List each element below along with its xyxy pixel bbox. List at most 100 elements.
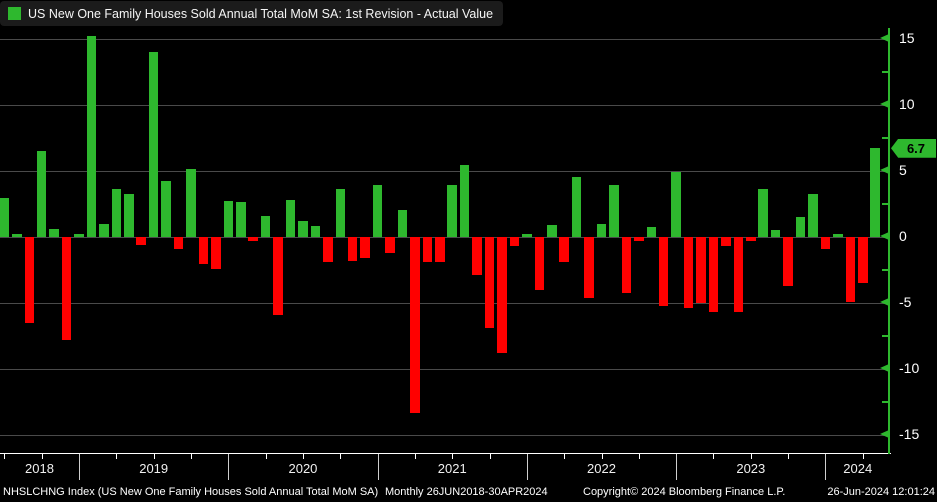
- bar-2023-07[interactable]: [758, 189, 768, 237]
- bar-2021-05[interactable]: [435, 237, 445, 263]
- bar-2024-04[interactable]: [870, 148, 880, 237]
- bar-2020-04[interactable]: [273, 237, 283, 316]
- bar-2021-12[interactable]: [522, 234, 532, 237]
- bar-2021-09[interactable]: [484, 237, 495, 329]
- x-quarter-tick: [788, 454, 790, 459]
- bar-2020-05[interactable]: [285, 199, 296, 237]
- y-tick-arrow-icon-15: [880, 34, 889, 43]
- bar-2024-03[interactable]: [858, 237, 868, 284]
- bar-2021-08[interactable]: [472, 237, 482, 276]
- bar-2021-07[interactable]: [459, 165, 470, 237]
- bar-2020-07[interactable]: [310, 226, 321, 237]
- bar-2019-02[interactable]: [99, 223, 109, 237]
- bar-2018-09[interactable]: [36, 150, 47, 237]
- bar-2023-01[interactable]: [683, 237, 694, 309]
- bar-2018-12[interactable]: [74, 234, 84, 237]
- bar-2020-01[interactable]: [236, 202, 246, 237]
- y-tick-label-5: 5: [899, 161, 907, 178]
- y-tick-arrow-icon--15: [880, 430, 889, 439]
- bar-2022-06[interactable]: [596, 223, 607, 237]
- bar-2019-04[interactable]: [124, 194, 134, 237]
- bar-2023-05[interactable]: [733, 237, 744, 313]
- bar-2024-01[interactable]: [833, 234, 843, 237]
- x-quarter-tick: [452, 454, 454, 459]
- bar-2022-03[interactable]: [559, 237, 569, 263]
- bar-2019-10[interactable]: [198, 237, 209, 264]
- bar-2022-11[interactable]: [658, 237, 669, 306]
- bar-2019-03[interactable]: [111, 189, 122, 237]
- bar-2020-08[interactable]: [323, 237, 333, 263]
- bar-2018-11[interactable]: [61, 237, 72, 341]
- x-quarter-tick: [340, 454, 342, 459]
- bar-2022-04[interactable]: [571, 177, 582, 237]
- bar-2023-11[interactable]: [808, 194, 818, 237]
- bar-2019-08[interactable]: [173, 237, 184, 250]
- bar-2020-12[interactable]: [372, 185, 383, 237]
- bar-2018-06[interactable]: [0, 198, 10, 237]
- bar-2021-11[interactable]: [509, 237, 520, 247]
- bar-2019-05[interactable]: [136, 237, 146, 246]
- x-year-label-2018: 2018: [25, 461, 54, 476]
- bar-2022-12[interactable]: [671, 172, 681, 237]
- bar-2022-09[interactable]: [634, 237, 644, 242]
- copyright-notice: Copyright© 2024 Bloomberg Finance L.P.: [583, 486, 786, 498]
- bar-2019-01[interactable]: [86, 36, 97, 237]
- bar-2019-07[interactable]: [161, 181, 171, 237]
- chart-legend[interactable]: US New One Family Houses Sold Annual Tot…: [0, 1, 504, 26]
- x-quarter-tick: [302, 454, 304, 459]
- bar-2023-10[interactable]: [795, 216, 806, 237]
- bar-2022-01[interactable]: [534, 237, 545, 290]
- x-quarter-tick: [414, 454, 416, 459]
- bar-2020-06[interactable]: [298, 220, 308, 237]
- plot-area[interactable]: [0, 28, 890, 453]
- bar-2023-03[interactable]: [708, 237, 719, 313]
- bar-2023-02[interactable]: [696, 237, 706, 304]
- x-quarter-tick: [638, 454, 640, 459]
- bar-2019-12[interactable]: [223, 201, 234, 237]
- bar-2020-03[interactable]: [260, 215, 271, 237]
- bar-2021-02[interactable]: [397, 210, 408, 237]
- bar-2020-09[interactable]: [335, 189, 346, 237]
- bar-2022-10[interactable]: [646, 227, 657, 237]
- bar-2020-02[interactable]: [248, 237, 258, 242]
- x-year-label-2023: 2023: [736, 461, 766, 476]
- x-quarter-tick: [862, 454, 864, 459]
- y-minor-tick--12.5: [882, 400, 888, 403]
- bar-2019-11[interactable]: [211, 237, 221, 269]
- bar-2018-07[interactable]: [12, 234, 22, 237]
- bar-2022-02[interactable]: [547, 224, 557, 237]
- bar-2023-06[interactable]: [746, 237, 756, 242]
- bar-2018-08[interactable]: [24, 237, 35, 323]
- bar-2021-10[interactable]: [497, 237, 507, 354]
- bar-2020-10[interactable]: [347, 237, 358, 261]
- x-axis-line: [0, 453, 891, 454]
- bar-2023-08[interactable]: [770, 230, 781, 237]
- x-quarter-tick: [601, 454, 603, 459]
- bar-2019-06[interactable]: [148, 51, 159, 237]
- bar-2022-05[interactable]: [584, 237, 594, 298]
- bar-2018-10[interactable]: [49, 228, 59, 237]
- bar-2023-12[interactable]: [820, 237, 831, 250]
- bar-2021-01[interactable]: [385, 237, 395, 254]
- bar-2020-11[interactable]: [360, 237, 370, 259]
- x-year-label-2021: 2021: [437, 461, 467, 476]
- bar-2021-04[interactable]: [422, 237, 433, 263]
- bar-2023-09[interactable]: [783, 237, 793, 287]
- bar-2021-03[interactable]: [410, 237, 420, 413]
- y-tick-label-0: 0: [899, 227, 907, 244]
- bar-2023-04[interactable]: [721, 237, 731, 247]
- x-quarter-tick: [713, 454, 715, 459]
- year-divider: [676, 454, 678, 480]
- bar-2022-08[interactable]: [621, 237, 632, 293]
- gridline-10: [0, 104, 890, 106]
- bar-2024-02[interactable]: [845, 237, 856, 302]
- status-bar: NHSLCHNG Index (US New One Family Houses…: [0, 486, 937, 502]
- bar-2021-06[interactable]: [447, 185, 457, 237]
- bar-2019-09[interactable]: [186, 169, 196, 237]
- legend-series-swatch-icon: [8, 7, 21, 20]
- timestamp: 26-Jun-2024 12:01:24: [827, 486, 935, 498]
- y-tick-label--15: -15: [899, 425, 920, 442]
- y-tick-label-10: 10: [899, 95, 915, 112]
- x-year-label-2019: 2019: [139, 461, 169, 476]
- bar-2022-07[interactable]: [609, 185, 619, 237]
